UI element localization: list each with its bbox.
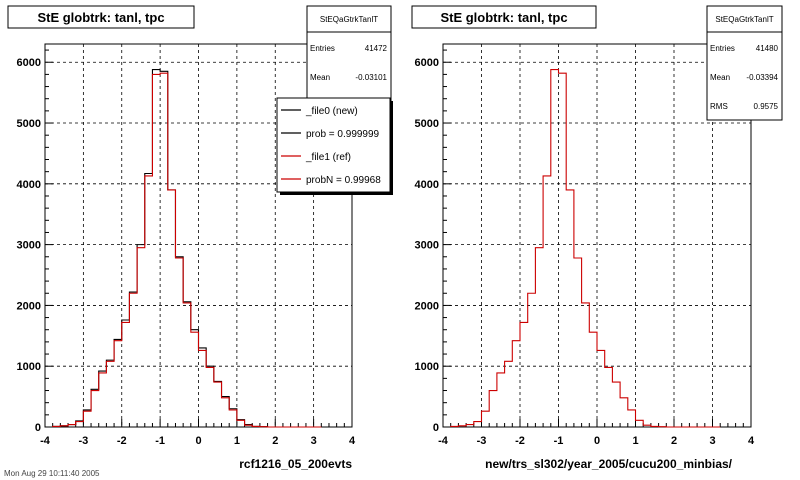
x-tick-label: 1 <box>234 435 240 447</box>
stats-value: 41480 <box>756 44 779 53</box>
chart-panel-2: -4 -3 -2 -1 0 1 2 3 4 0 1000 2000 3000 4000 5000 6000 St… <box>411 5 783 471</box>
stats-box <box>306 5 392 111</box>
chart-title: StE globtrk: tanl, tpc <box>440 10 567 25</box>
x-axis-label: rcf1216_05_200evts <box>239 457 352 471</box>
chart-title: StE globtrk: tanl, tpc <box>37 10 164 25</box>
x-tick-label: 0 <box>594 435 600 447</box>
y-tick-label: 1000 <box>17 361 41 373</box>
y-tick-label: 5000 <box>415 118 439 130</box>
stats-label: Mean <box>710 73 730 82</box>
legend: _file0 (new) prob = 0.999999 _file1 (ref) p… <box>281 106 381 186</box>
y-tick-label: 3000 <box>17 240 41 252</box>
x-tick-label: 4 <box>748 435 755 447</box>
x-tick-label: 0 <box>195 435 201 447</box>
x-tick-label: -3 <box>477 435 487 447</box>
x-tick-label: 4 <box>349 435 356 447</box>
stats-label: Mean <box>310 73 330 82</box>
y-tick-label: 3000 <box>415 240 439 252</box>
chart-panel-1: -4 -3 -2 -1 0 1 2 3 4 0 1000 2000 3000 4000 5000 6000 St… <box>7 5 393 471</box>
stats-label: Entries <box>310 44 335 53</box>
stats-box <box>706 5 783 121</box>
stats-label: RMS <box>710 102 728 111</box>
x-tick-label: -1 <box>554 435 564 447</box>
title-box <box>411 5 597 29</box>
stats-value: 41472 <box>365 44 388 53</box>
x-tick-label: 3 <box>709 435 715 447</box>
x-tick-label: 1 <box>632 435 638 447</box>
y-tick-label: 1000 <box>415 361 439 373</box>
y-tick-label: 2000 <box>17 300 41 312</box>
stats-value: -0.03394 <box>746 73 778 82</box>
x-tick-label: -3 <box>78 435 88 447</box>
stats-value: 0.9575 <box>754 102 779 111</box>
x-tick-label: -1 <box>155 435 165 447</box>
legend-label: probN = 0.99968 <box>306 175 381 186</box>
y-tick-label: 0 <box>35 422 41 434</box>
y-tick-label: 5000 <box>17 118 41 130</box>
x-tick-label: 3 <box>311 435 317 447</box>
y-tick-label: 6000 <box>17 57 41 69</box>
legend-box <box>276 97 391 193</box>
y-tick-label: 4000 <box>17 179 41 191</box>
x-tick-label: 2 <box>671 435 677 447</box>
x-axis-label: new/trs_sl302/year_2005/cucu200_minbias/ <box>485 457 732 471</box>
y-tick-label: 4000 <box>415 179 439 191</box>
stats-label: Entries <box>710 44 735 53</box>
x-tick-label: -4 <box>40 435 51 447</box>
stats-name: StEQaGtrkTanlT <box>320 15 378 24</box>
x-tick-label: -4 <box>438 435 449 447</box>
y-tick-label: 2000 <box>415 300 439 312</box>
y-tick-label: 6000 <box>415 57 439 69</box>
x-tick-label: -2 <box>117 435 127 447</box>
stats-name: StEQaGtrkTanlT <box>715 15 773 24</box>
title-box <box>7 5 195 29</box>
stats-value: -0.03101 <box>355 73 387 82</box>
y-tick-label: 0 <box>433 422 439 434</box>
histogram-series-1 <box>450 68 721 428</box>
footer-timestamp: Mon Aug 29 10:11:40 2005 <box>4 469 100 478</box>
legend-label: _file0 (new) <box>305 106 358 117</box>
legend-label: prob = 0.999999 <box>306 129 380 140</box>
histogram-series-2 <box>52 72 322 428</box>
x-tick-label: 2 <box>272 435 278 447</box>
legend-label: _file1 (ref) <box>305 152 351 163</box>
x-tick-label: -2 <box>515 435 525 447</box>
